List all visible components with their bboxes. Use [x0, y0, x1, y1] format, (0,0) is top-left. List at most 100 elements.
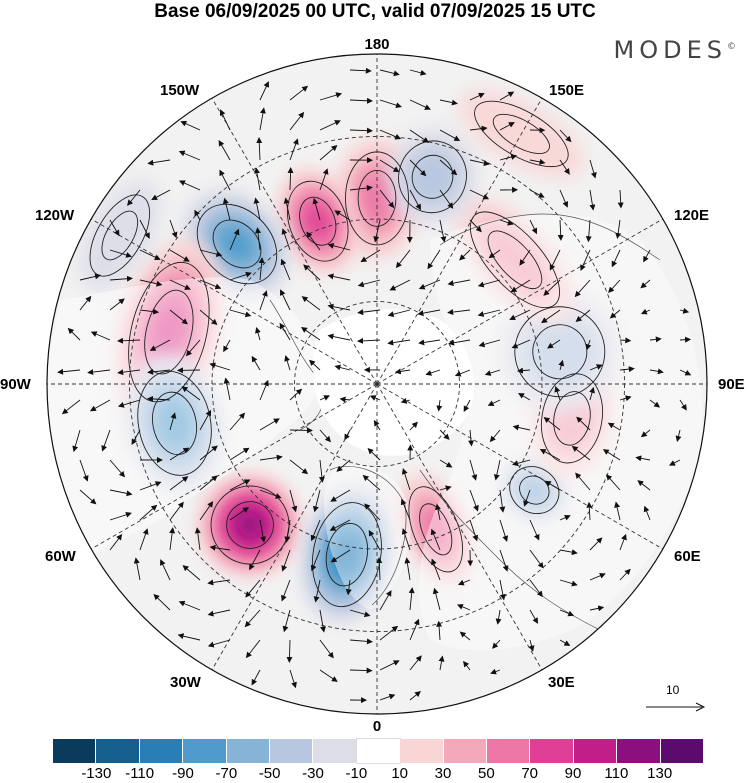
wind-arrow [207, 639, 231, 648]
wind-arrow [289, 669, 297, 689]
wind-arrow [349, 185, 373, 191]
wind-arrow [417, 309, 441, 317]
longitude-label-120e: 120E [674, 207, 710, 224]
wind-arrow [245, 639, 261, 659]
wind-arrow [478, 339, 501, 348]
wind-arrow [256, 137, 263, 161]
brand-copyright-mark: © [727, 42, 736, 52]
wind-arrow [427, 249, 441, 270]
wind-arrow [640, 308, 651, 315]
wind-arrow [469, 219, 482, 233]
wind-arrow [306, 231, 321, 251]
wind-arrow [511, 339, 531, 349]
wind-arrow [477, 309, 501, 317]
colorbar-tick-label: -70 [215, 765, 238, 782]
wind-arrow [109, 534, 123, 551]
colorbar-tick-label: 30 [434, 765, 452, 782]
wind-arrow [259, 519, 266, 543]
wind-arrow [319, 168, 329, 191]
wind-arrow [334, 210, 351, 221]
wind-arrow [575, 472, 591, 491]
wind-arrow [319, 609, 326, 633]
wind-arrow [559, 159, 570, 175]
wind-arrow [619, 337, 632, 344]
wind-arrow [194, 527, 201, 551]
wind-arrow [529, 579, 543, 598]
wind-arrow [329, 519, 351, 531]
wind-arrow [199, 409, 212, 431]
wind-arrow [401, 468, 411, 491]
wind-arrow [259, 454, 283, 461]
wind-arrow [169, 476, 189, 491]
wind-arrow [336, 459, 351, 472]
wind-arrow [469, 519, 479, 542]
meridian-line [376, 383, 543, 671]
wind-arrow [259, 379, 269, 401]
wind-arrow [303, 264, 321, 281]
longitude-label-180: 180 [364, 36, 390, 53]
wind-arrow [185, 339, 201, 357]
wind-arrow [619, 533, 627, 551]
wind-arrow [637, 480, 651, 491]
wind-arrow [312, 197, 321, 221]
wind-arrow [312, 489, 321, 513]
wind-arrow [499, 122, 515, 131]
wind-arrow [585, 339, 592, 351]
wind-arrow [327, 242, 351, 251]
wind-arrow [439, 129, 461, 142]
wind-arrow [492, 639, 501, 649]
colorbar-tick-label: -90 [172, 765, 194, 782]
wind-arrow [499, 219, 514, 226]
wind-arrow [229, 271, 252, 281]
wind-arrow [245, 579, 261, 598]
wind-arrow [679, 399, 687, 411]
wind-arrow [349, 67, 372, 74]
wind-arrow [554, 386, 561, 401]
wind-arrow [409, 189, 421, 211]
wind-arrow [469, 489, 479, 512]
wind-arrow [543, 279, 561, 296]
wind-arrow [169, 219, 178, 239]
wind-arrow [495, 609, 502, 625]
wind-arrow [181, 386, 201, 401]
wind-arrow [357, 309, 381, 316]
wind-arrow [617, 189, 624, 209]
wind-arrow [229, 507, 250, 521]
wind-arrow [499, 91, 515, 101]
wind-arrow [574, 279, 591, 298]
wind-arrow [409, 655, 422, 671]
wind-arrow [614, 501, 621, 521]
wind-arrow [439, 485, 452, 492]
wind-arrow [255, 227, 262, 251]
wind-arrow [313, 579, 321, 603]
longitude-label-150w: 150W [160, 82, 200, 99]
colorbar-swatch [53, 739, 97, 763]
wind-arrow [575, 309, 591, 322]
wind-arrow [469, 459, 478, 481]
colorbar-swatch [355, 738, 402, 764]
colorbar-tick-label: -30 [302, 765, 324, 782]
wind-arrow [409, 129, 430, 143]
wind-arrow [519, 249, 531, 266]
wind-arrow [589, 159, 597, 179]
colorbar-tick-label: 90 [564, 765, 582, 782]
wind-arrow [360, 249, 381, 263]
wind-arrow [259, 81, 269, 101]
wind-arrow [219, 169, 231, 191]
wind-arrow [379, 625, 399, 641]
wind-arrow [559, 549, 578, 556]
wind-arrow [149, 339, 171, 351]
wind-arrow [251, 355, 261, 371]
wind-arrow [89, 399, 111, 412]
wind-arrow [529, 549, 544, 569]
wind-arrow [499, 579, 506, 601]
wind-arrow [289, 138, 299, 161]
landmass [47, 213, 703, 651]
wind-arrow [586, 501, 593, 521]
wind-arrow [635, 455, 651, 462]
wind-arrow [199, 309, 218, 325]
wind-arrow [249, 549, 261, 571]
colorbar-swatch [226, 739, 271, 763]
wind-arrow [207, 609, 231, 617]
wind-arrow [679, 307, 690, 314]
